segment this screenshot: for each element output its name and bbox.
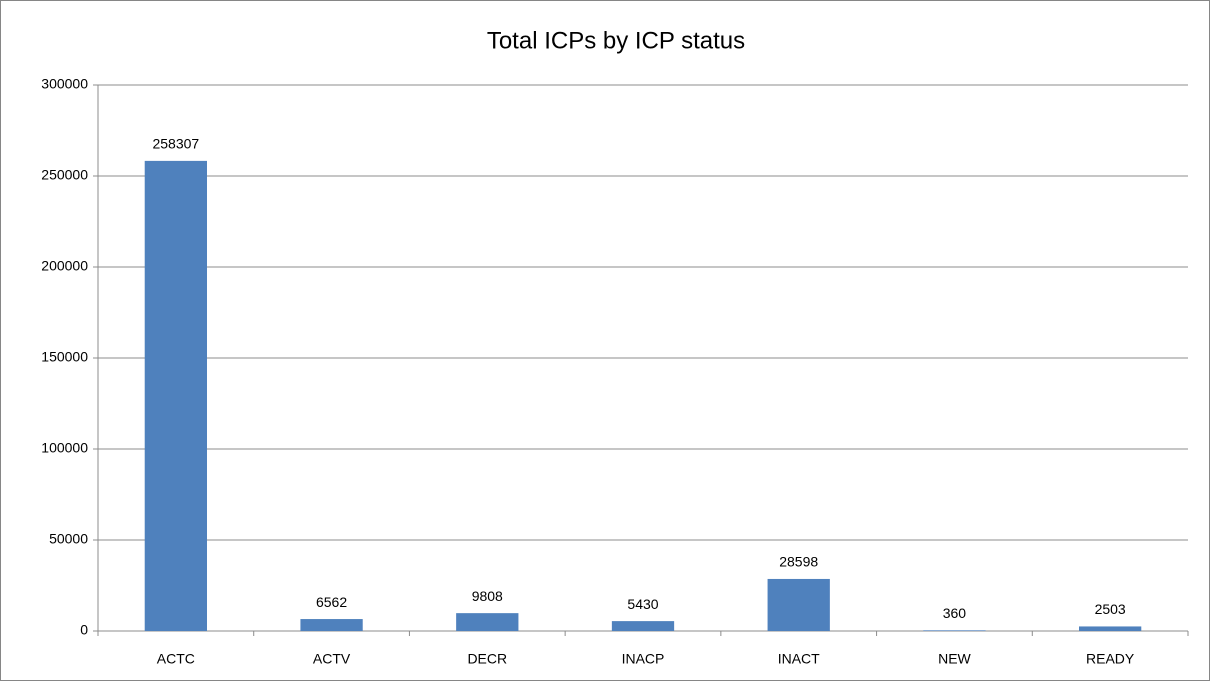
data-label: 6562: [316, 594, 347, 610]
y-tick-label: 250000: [41, 167, 88, 183]
bar: [611, 621, 675, 631]
chart-title: Total ICPs by ICP status: [487, 27, 745, 54]
bar: [767, 578, 830, 631]
x-tick-label: DECR: [467, 651, 507, 667]
y-tick-label: 100000: [41, 440, 88, 456]
data-label: 28598: [779, 554, 818, 570]
data-label: 5430: [627, 596, 658, 612]
x-tick-label: ACTV: [313, 651, 351, 667]
y-tick-label: 0: [80, 622, 88, 638]
x-tick-label: NEW: [938, 651, 971, 667]
data-label: 360: [943, 605, 967, 621]
data-label: 2503: [1095, 601, 1126, 617]
x-tick-label: INACT: [778, 651, 820, 667]
x-tick-label: INACP: [622, 651, 665, 667]
y-tick-label: 200000: [41, 258, 88, 274]
bar: [923, 630, 986, 631]
y-tick-label: 300000: [41, 76, 88, 92]
y-tick-label: 150000: [41, 349, 88, 365]
bar: [1079, 626, 1142, 631]
y-tick-label: 50000: [49, 531, 88, 547]
x-tick-label: ACTC: [157, 651, 195, 667]
bar: [300, 619, 363, 631]
data-label: 9808: [472, 588, 503, 604]
data-label: 258307: [152, 136, 199, 152]
x-tick-label: READY: [1086, 651, 1135, 667]
bar: [456, 613, 519, 631]
bar: [144, 160, 207, 631]
